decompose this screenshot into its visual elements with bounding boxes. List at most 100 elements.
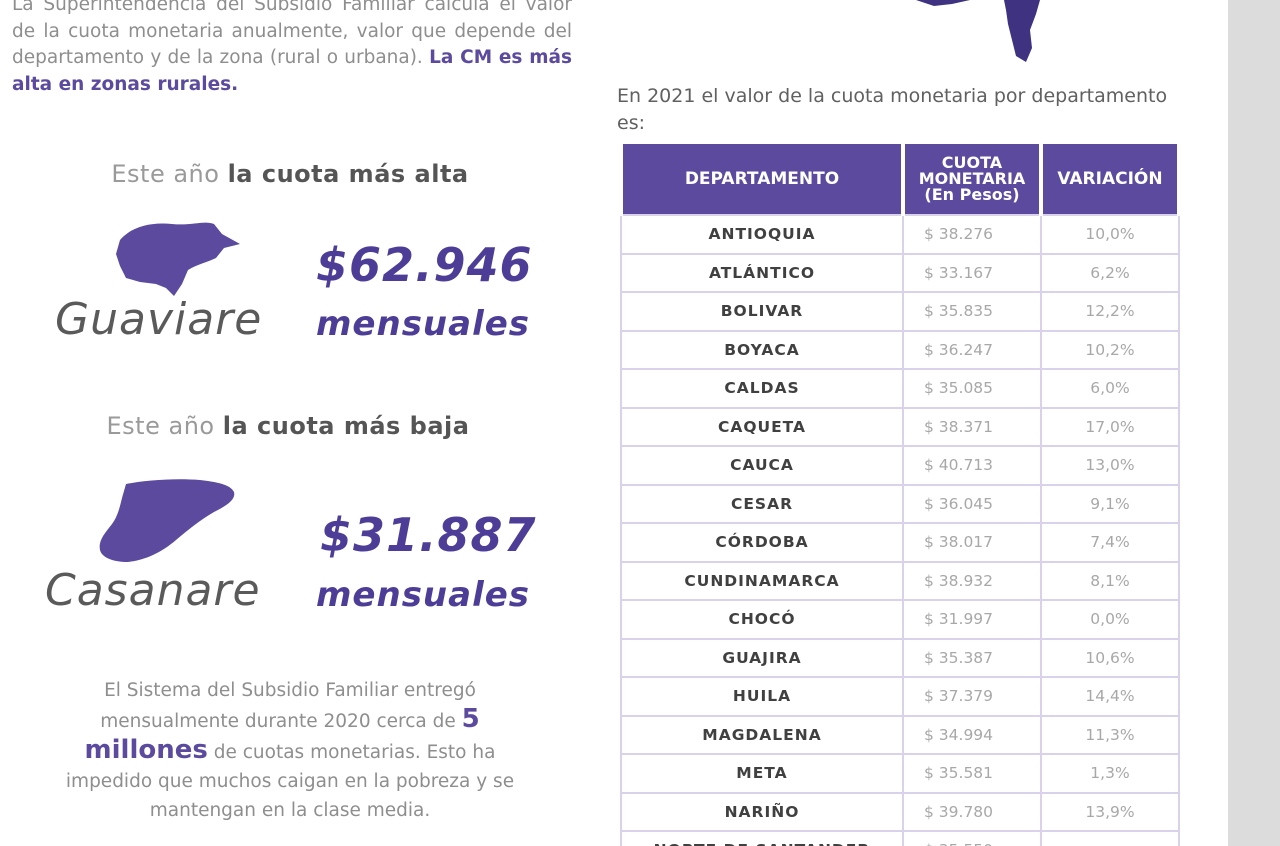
highest-heading-prefix: Este año (111, 160, 220, 188)
table-row: GUAJIRA $ 35.387 10,6% (620, 637, 1180, 678)
variation-cell: 10,0% (1040, 214, 1180, 255)
value-cell: $ 38.276 (902, 214, 1042, 255)
variation-cell: 12,2% (1040, 291, 1180, 332)
header-cuota-line2: MONETARIA (918, 169, 1026, 188)
header-cuota-line3: (En Pesos) (924, 185, 1020, 204)
table-row: BOYACA $ 36.247 10,2% (620, 329, 1180, 370)
value-cell: $ 36.247 (902, 329, 1042, 370)
value-cell: $ 33.167 (902, 252, 1042, 293)
document-page: La Superintendencia del Subsidio Familia… (8, 0, 1181, 846)
variation-cell: 7,4% (1040, 522, 1180, 563)
guaviare-map-icon (116, 222, 240, 296)
lowest-heading-bold: la cuota más baja (222, 412, 470, 440)
value-cell: $ 34.994 (902, 714, 1042, 755)
cuota-monetaria-table: DEPARTAMENTO CUOTA MONETARIA (En Pesos) … (619, 144, 1181, 846)
lowest-heading: Este año la cuota más baja (8, 412, 568, 440)
page-margin (1228, 0, 1280, 846)
table-row: CALDAS $ 35.085 6,0% (620, 368, 1180, 409)
intro-text: La Superintendencia del Subsidio Familia… (12, 0, 572, 68)
table-row: CESAR $ 36.045 9,1% (620, 483, 1180, 524)
value-cell: $ 39.780 (902, 791, 1042, 832)
table-row: ATLÁNTICO $ 33.167 6,2% (620, 252, 1180, 293)
table-row: MAGDALENA $ 34.994 11,3% (620, 714, 1180, 755)
value-cell: $ 35.581 (902, 753, 1042, 794)
variation-cell: 6,0% (1040, 368, 1180, 409)
variation-cell: 10,6% (1040, 637, 1180, 678)
department-cell: HUILA (620, 676, 904, 717)
header-departamento: DEPARTAMENTO (619, 144, 905, 215)
lowest-amount: $31.887 (320, 508, 537, 562)
variation-cell: 11,3% (1040, 714, 1180, 755)
variation-cell: 9,1% (1040, 483, 1180, 524)
closing-line2: de cuotas monetarias. Esto ha impedido q… (65, 742, 515, 821)
table-row: CHOCÓ $ 31.997 0,0% (620, 599, 1180, 640)
department-cell: ANTIOQUIA (620, 214, 904, 255)
department-cell: CESAR (620, 483, 904, 524)
department-cell: BOYACA (620, 329, 904, 370)
table-row: HUILA $ 37.379 14,4% (620, 676, 1180, 717)
variation-cell: 0,0% (1040, 599, 1180, 640)
table-row: CÓRDOBA $ 38.017 7,4% (620, 522, 1180, 563)
department-cell: CAUCA (620, 445, 904, 486)
table-row: NORTE DE SANTANDER$ 35.550 (620, 830, 1180, 846)
intro-paragraph: La Superintendencia del Subsidio Familia… (12, 0, 572, 98)
lowest-heading-prefix: Este año (106, 412, 215, 440)
highest-amount: $62.946 (316, 238, 533, 292)
value-cell: $ 35.085 (902, 368, 1042, 409)
highest-department: Guaviare (55, 294, 263, 345)
variation-cell: 17,0% (1040, 406, 1180, 447)
header-variacion: VARIACIÓN (1039, 144, 1181, 215)
closing-line1: El Sistema del Subsidio Familiar entregó… (100, 680, 476, 732)
value-cell: $ 36.045 (902, 483, 1042, 524)
variation-cell: 14,4% (1040, 676, 1180, 717)
department-cell: CAQUETA (620, 406, 904, 447)
department-cell: BOLIVAR (620, 291, 904, 332)
value-cell: $ 38.371 (902, 406, 1042, 447)
casanare-map-icon (99, 479, 235, 562)
highest-heading-bold: la cuota más alta (227, 160, 469, 188)
value-cell: $ 35.387 (902, 637, 1042, 678)
table-row: ANTIOQUIA $ 38.276 10,0% (620, 214, 1180, 255)
department-cell: CÓRDOBA (620, 522, 904, 563)
variation-cell: 6,2% (1040, 252, 1180, 293)
lowest-period: mensuales (316, 575, 531, 615)
value-cell: $ 38.932 (902, 560, 1042, 601)
department-cell: CHOCÓ (620, 599, 904, 640)
variation-cell: 13,0% (1040, 445, 1180, 486)
department-cell: CALDAS (620, 368, 904, 409)
table-row: CUNDINAMARCA $ 38.932 8,1% (620, 560, 1180, 601)
department-cell: NARIÑO (620, 791, 904, 832)
department-cell: CUNDINAMARCA (620, 560, 904, 601)
table-header-row: DEPARTAMENTO CUOTA MONETARIA (En Pesos) … (619, 144, 1181, 215)
department-cell: META (620, 753, 904, 794)
variation-cell: 10,2% (1040, 329, 1180, 370)
closing-bold: 5 millones (84, 704, 480, 765)
table-row: CAUCA $ 40.713 13,0% (620, 445, 1180, 486)
table-intro: En 2021 el valor de la cuota monetaria p… (617, 85, 1168, 134)
department-cell: MAGDALENA (620, 714, 904, 755)
lowest-department: Casanare (45, 565, 261, 616)
value-cell: $ 31.997 (902, 599, 1042, 640)
table-body: ANTIOQUIA $ 38.276 10,0% ATLÁNTICO $ 33.167 6… (620, 214, 1180, 846)
department-map-icon (916, 0, 1040, 62)
header-cuota-monetaria: CUOTA MONETARIA (En Pesos) (901, 144, 1043, 215)
variation-cell: 1,3% (1040, 753, 1180, 794)
intro-highlight: La CM es más alta en zonas rurales. (12, 47, 572, 95)
table-row: BOLIVAR $ 35.835 12,2% (620, 291, 1180, 332)
highest-heading: Este año la cuota más alta (10, 160, 570, 188)
highest-period: mensuales (316, 304, 531, 344)
variation-cell: 13,9% (1040, 791, 1180, 832)
variation-cell (1040, 830, 1180, 846)
closing-paragraph: El Sistema del Subsidio Familiar entregó… (40, 676, 540, 825)
value-cell: $ 35.550 (902, 830, 1042, 846)
value-cell: $ 35.835 (902, 291, 1042, 332)
value-cell: $ 37.379 (902, 676, 1042, 717)
department-cell: ATLÁNTICO (620, 252, 904, 293)
value-cell: $ 40.713 (902, 445, 1042, 486)
department-cell: NORTE DE SANTANDER (620, 830, 904, 846)
header-cuota-line1: CUOTA (941, 153, 1003, 172)
variation-cell: 8,1% (1040, 560, 1180, 601)
table-row: META $ 35.581 1,3% (620, 753, 1180, 794)
table-row: NARIÑO $ 39.780 13,9% (620, 791, 1180, 832)
table-row: CAQUETA $ 38.371 17,0% (620, 406, 1180, 447)
